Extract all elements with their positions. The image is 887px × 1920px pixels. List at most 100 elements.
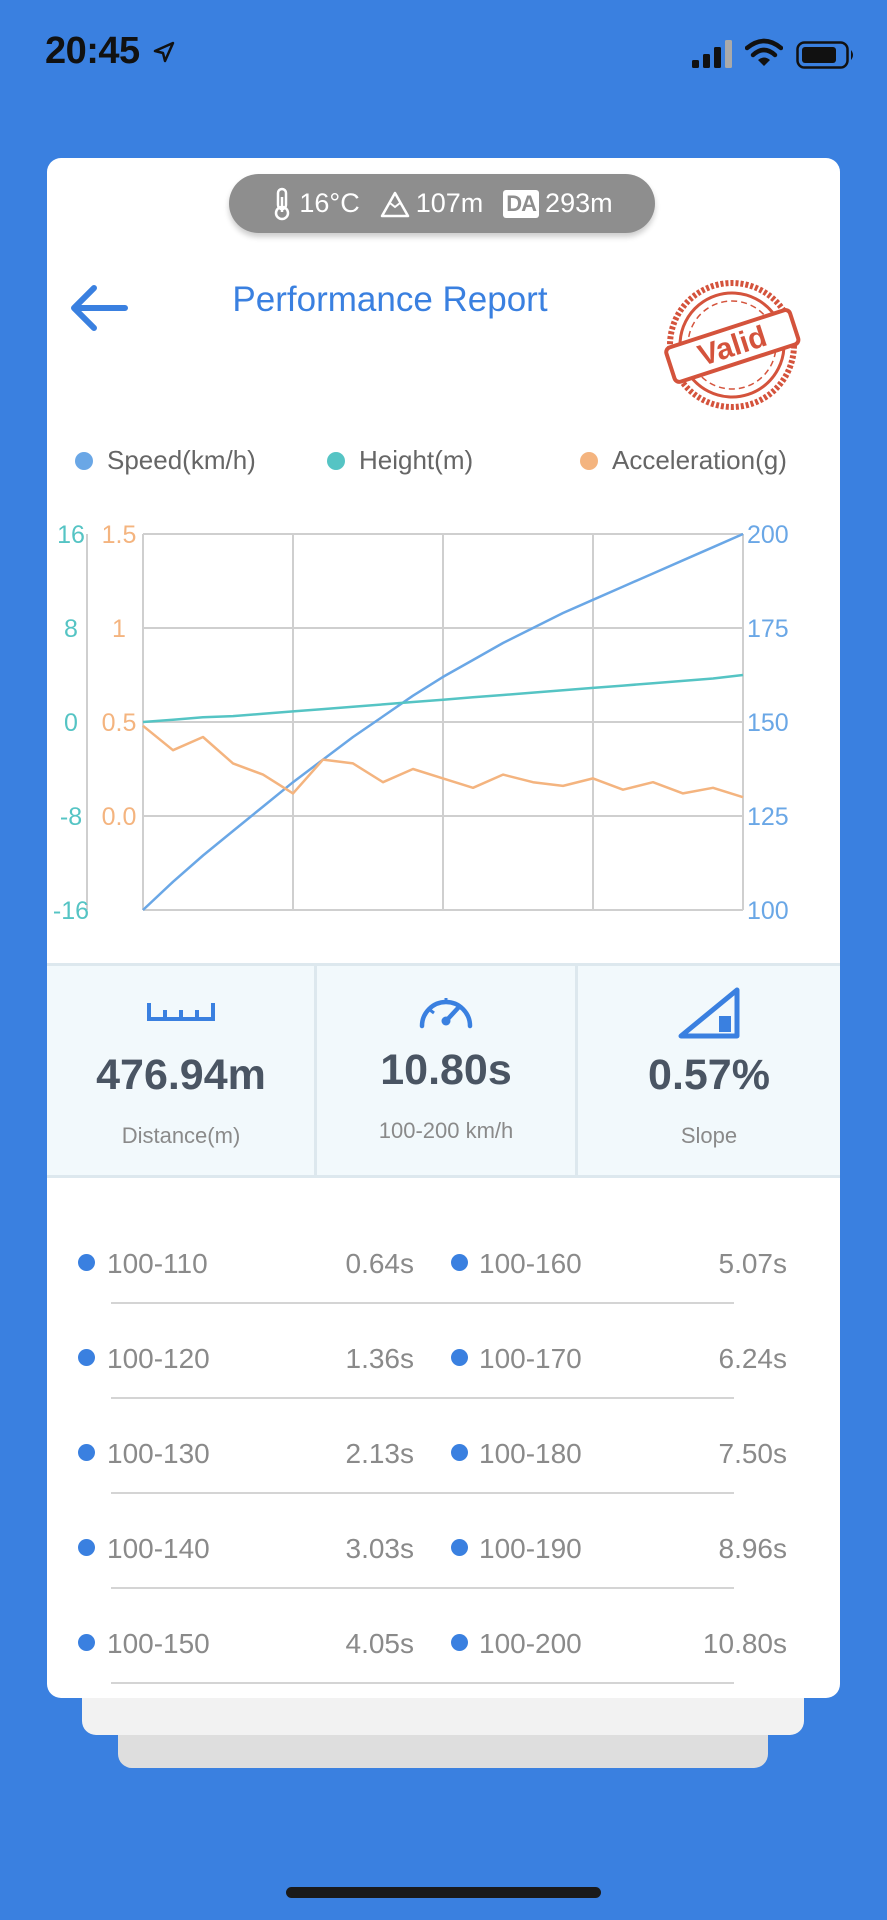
split-time: 2.13s — [345, 1438, 415, 1469]
height-axis-tick-label: -8 — [60, 803, 82, 831]
speed-axis-tick-label: 175 — [747, 615, 789, 643]
acceleration-time-label: 100-200 km/h — [378, 1118, 514, 1143]
speed-axis-tick-label: 125 — [747, 803, 789, 831]
environment-pill: 16°C 107m DA 293m — [229, 174, 655, 233]
height-axis-tick-label: -16 — [53, 897, 89, 925]
slope-icon — [678, 987, 740, 1039]
split-dot — [451, 1634, 468, 1651]
split-dot — [78, 1539, 95, 1556]
height-axis-tick-label: 8 — [64, 615, 78, 643]
slope-value: 0.57% — [648, 1051, 770, 1099]
speedometer-icon — [419, 998, 473, 1029]
slope-label: Slope — [680, 1123, 738, 1148]
split-dot — [451, 1254, 468, 1271]
back-arrow-button[interactable] — [67, 273, 147, 343]
altitude-item: 107m — [380, 188, 484, 219]
page-title: Performance Report — [232, 280, 548, 319]
stat-distance: 476.94m Distance(m) — [47, 966, 315, 1175]
split-dot — [451, 1444, 468, 1461]
height-axis-tick-label: 16 — [57, 521, 85, 549]
split-range: 100-140 — [107, 1533, 210, 1564]
split-dot — [451, 1349, 468, 1366]
cellular-signal-icon — [692, 40, 732, 68]
split-time: 0.64s — [345, 1248, 415, 1279]
acceleration-axis-tick-label: 1 — [112, 615, 126, 643]
thermometer-icon — [275, 187, 290, 220]
split-separator — [111, 1682, 734, 1684]
split-dot — [451, 1539, 468, 1556]
split-time: 3.03s — [345, 1533, 415, 1564]
acceleration-time-value: 10.80s — [380, 1046, 512, 1094]
legend-height-dot — [327, 451, 345, 470]
split-dot — [78, 1254, 95, 1271]
legend-acceleration: Acceleration(g) — [580, 445, 787, 476]
split-range: 100-190 — [479, 1533, 582, 1564]
da-label: DA — [503, 189, 540, 218]
series-line-height — [142, 673, 744, 724]
wifi-icon — [745, 38, 783, 66]
speed-axis-tick-label: 200 — [747, 521, 789, 549]
density-altitude-value: 293m — [545, 188, 613, 218]
valid-stamp: Valid — [664, 280, 801, 410]
split-range: 100-120 — [107, 1343, 210, 1374]
split-time: 6.24s — [718, 1343, 788, 1374]
legend-speed: Speed(km/h) — [75, 445, 256, 476]
legend-speed-dot — [75, 451, 93, 470]
stat-acceleration-time: 10.80s 100-200 km/h — [317, 966, 575, 1175]
chart-legend: Speed(km/h) Height(m) Acceleration(g) — [75, 445, 835, 485]
stat-divider — [575, 966, 578, 1175]
home-indicator[interactable] — [286, 1887, 601, 1898]
split-range: 100-150 — [107, 1628, 210, 1659]
legend-acceleration-label: Acceleration(g) — [612, 445, 787, 475]
split-separator — [111, 1302, 734, 1304]
acceleration-axis-tick-label: 0.0 — [102, 803, 137, 831]
split-dot — [78, 1634, 95, 1651]
height-axis-tick-label: 0 — [64, 709, 78, 737]
split-separator — [111, 1397, 734, 1399]
density-altitude-item: DA 293m — [503, 188, 613, 219]
split-time: 8.96s — [718, 1533, 788, 1564]
stat-divider — [314, 966, 317, 1175]
split-dot — [78, 1444, 95, 1461]
status-time: 20:45 — [45, 30, 140, 72]
performance-chart: 16 8 0 -8 -16 1.5 1 0.5 0.0 200 175 150 125 100 — [53, 521, 789, 925]
split-range: 100-200 — [479, 1628, 582, 1659]
split-row: 100-130 2.13s 100-180 7.50s — [47, 1398, 840, 1494]
split-range: 100-170 — [479, 1343, 582, 1374]
split-time: 1.36s — [345, 1343, 415, 1374]
split-separator — [111, 1492, 734, 1494]
split-time: 10.80s — [702, 1628, 787, 1659]
split-range: 100-180 — [479, 1438, 582, 1469]
split-dot — [78, 1349, 95, 1366]
split-range: 100-110 — [107, 1248, 208, 1279]
ruler-icon — [147, 1003, 215, 1021]
split-range: 100-130 — [107, 1438, 210, 1469]
split-row: 100-150 4.05s 100-200 10.80s — [47, 1588, 840, 1684]
split-time: 4.05s — [345, 1628, 415, 1659]
split-separator — [111, 1587, 734, 1589]
distance-label: Distance(m) — [121, 1123, 241, 1148]
speed-axis-tick-label: 100 — [747, 897, 789, 925]
legend-height: Height(m) — [327, 445, 473, 476]
split-time: 5.07s — [718, 1248, 788, 1279]
distance-value: 476.94m — [96, 1051, 266, 1099]
report-card: 16°C 107m DA 293m Performance Report Val… — [47, 158, 840, 1698]
mountain-icon — [380, 191, 409, 217]
split-range: 100-160 — [479, 1248, 582, 1279]
speed-axis-tick-label: 150 — [747, 709, 789, 737]
stats-panel: 476.94m Distance(m) 10.80s 100-200 km/h … — [47, 963, 840, 1178]
altitude-value: 107m — [415, 188, 484, 218]
split-time: 7.50s — [718, 1438, 788, 1469]
temperature-value: 16°C — [299, 188, 360, 218]
legend-height-label: Height(m) — [359, 445, 474, 475]
acceleration-axis-tick-label: 0.5 — [102, 709, 137, 737]
status-bar: 20:45 — [0, 0, 887, 110]
legend-speed-label: Speed(km/h) — [107, 445, 256, 475]
series-line-acceleration — [142, 724, 744, 799]
temperature-item: 16°C — [271, 187, 360, 221]
acceleration-axis-tick-label: 1.5 — [102, 521, 137, 549]
split-row: 100-110 0.64s 100-160 5.07s — [47, 1208, 840, 1304]
battery-icon — [796, 41, 853, 69]
split-row: 100-140 3.03s 100-190 8.96s — [47, 1493, 840, 1589]
split-row: 100-120 1.36s 100-170 6.24s — [47, 1303, 840, 1399]
